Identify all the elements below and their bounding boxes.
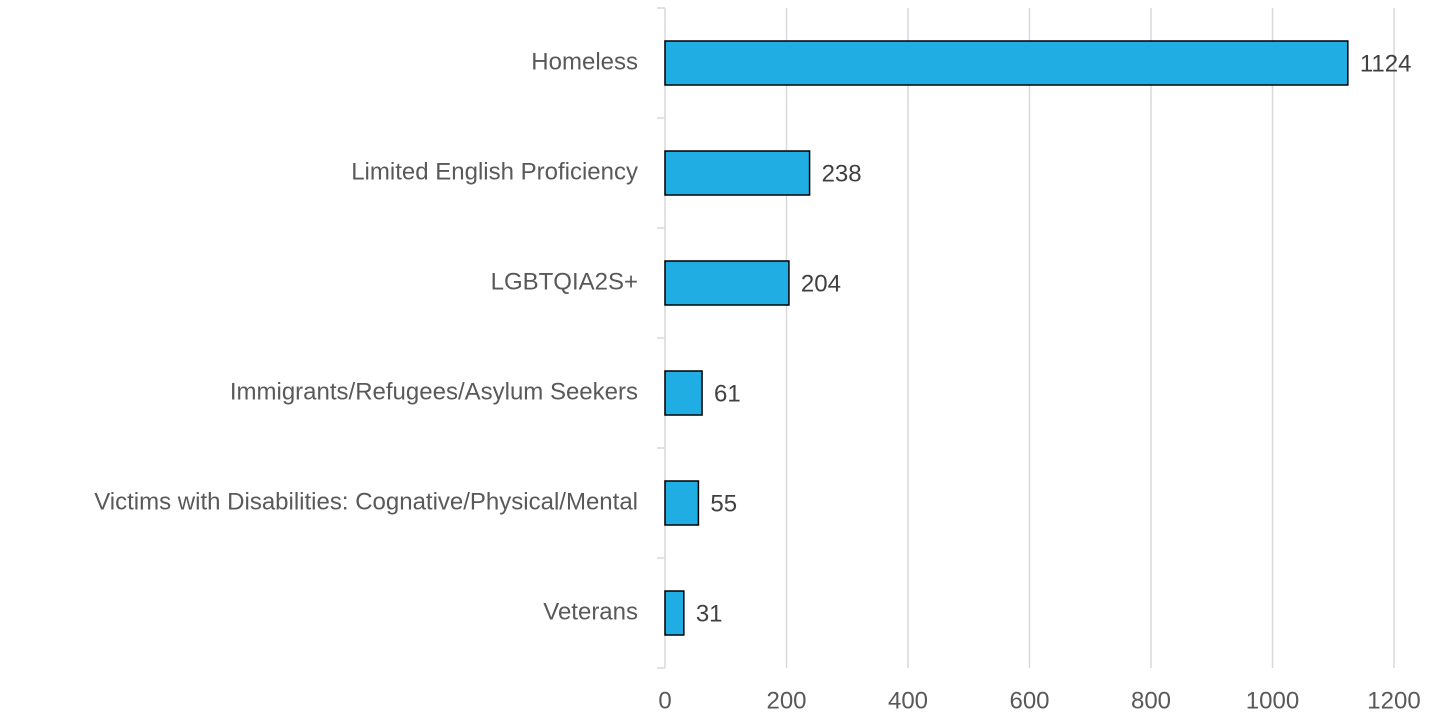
data-label: 1124 (1360, 50, 1412, 77)
bar (664, 260, 790, 306)
x-tick-label: 0 (658, 687, 671, 714)
x-tick-label: 1200 (1367, 687, 1420, 714)
data-label: 204 (801, 270, 841, 297)
data-label: 61 (714, 380, 741, 407)
x-tick-label: 800 (1131, 687, 1171, 714)
bar (664, 590, 685, 636)
data-label: 238 (822, 160, 862, 187)
y-tick-label: Veterans (543, 598, 638, 625)
y-tick-label: Victims with Disabilities: Cognative/Phy… (94, 488, 638, 515)
y-tick-label: Limited English Proficiency (351, 158, 638, 185)
bar (664, 40, 1349, 86)
y-tick-label: Homeless (531, 48, 638, 75)
data-label: 55 (710, 490, 737, 517)
x-tick-label: 600 (1009, 687, 1049, 714)
x-tick-label: 400 (888, 687, 928, 714)
bar (664, 150, 811, 196)
x-tick-label: 200 (766, 687, 806, 714)
bar (664, 480, 700, 526)
x-tick-label: 1000 (1246, 687, 1299, 714)
y-tick-label: LGBTQIA2S+ (491, 268, 638, 295)
bar (664, 370, 703, 416)
y-tick-label: Immigrants/Refugees/Asylum Seekers (230, 378, 638, 405)
data-label: 31 (696, 600, 723, 627)
